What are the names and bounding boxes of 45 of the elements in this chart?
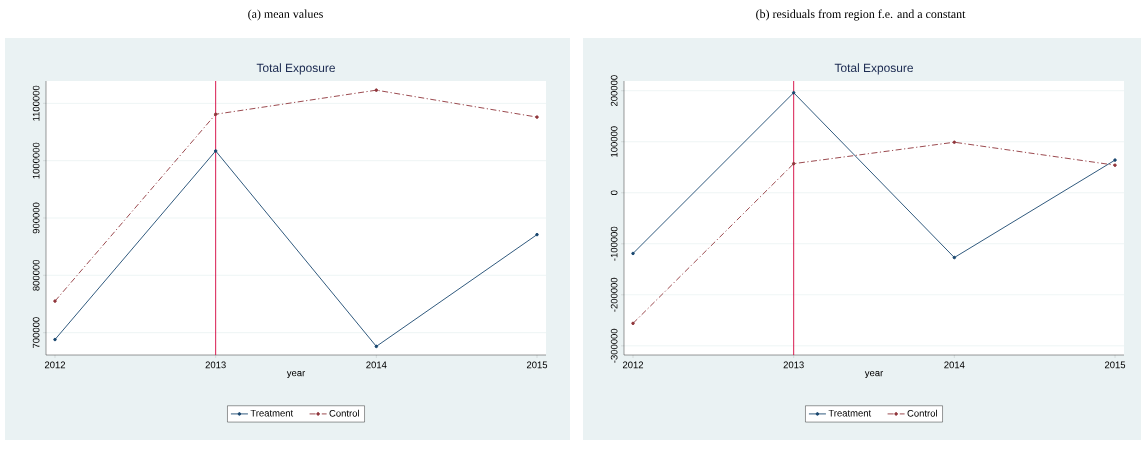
point <box>53 299 57 303</box>
y-tick-label: -200000 <box>610 277 618 312</box>
x-tick-label: 2015 <box>526 361 548 369</box>
legend-label: Control <box>907 409 937 417</box>
y-tick-label: -100000 <box>610 226 618 261</box>
x-tick-label: 2013 <box>783 361 804 369</box>
point <box>535 115 539 119</box>
point <box>53 337 57 342</box>
chart-title: (b) residuals from region f.e. and a constant <box>756 9 966 21</box>
x-axis-title: year <box>286 371 306 379</box>
y-tick-label: 1000000 <box>32 142 40 179</box>
x-tick-label: 2014 <box>366 361 387 369</box>
point <box>631 251 635 256</box>
x-tick-label: 2012 <box>44 361 66 369</box>
y-tick-label: 100000 <box>610 126 618 157</box>
y-tick-label: 0 <box>610 190 618 195</box>
point <box>535 232 539 237</box>
x-axis-title: year <box>864 371 884 379</box>
x-tick-label: 2014 <box>944 361 965 369</box>
legend-label: Control <box>329 409 359 417</box>
chart-subtitle: Total Exposure <box>256 63 335 75</box>
point <box>374 88 379 92</box>
x-tick-label: 2015 <box>1104 361 1126 369</box>
point <box>631 321 635 326</box>
point <box>1113 163 1117 167</box>
y-tick-label: 700000 <box>32 317 40 348</box>
point <box>1113 158 1117 162</box>
y-tick-label: -300000 <box>610 328 618 363</box>
y-tick-label: 1100000 <box>32 85 40 121</box>
y-tick-label: 200000 <box>610 75 618 107</box>
point <box>213 112 218 116</box>
point <box>952 255 957 260</box>
point <box>791 90 796 95</box>
x-tick-label: 2013 <box>205 361 226 369</box>
y-tick-label: 900000 <box>32 202 40 234</box>
y-tick-label: 800000 <box>32 259 40 291</box>
chart-title: (a) mean values <box>248 9 323 21</box>
legend-label: Treatment <box>828 409 872 417</box>
legend-label: Treatment <box>250 409 294 417</box>
point <box>374 344 379 349</box>
x-tick-label: 2012 <box>622 361 644 369</box>
point <box>213 149 218 153</box>
point <box>952 140 957 144</box>
chart-subtitle: Total Exposure <box>834 63 913 75</box>
point <box>791 161 796 166</box>
